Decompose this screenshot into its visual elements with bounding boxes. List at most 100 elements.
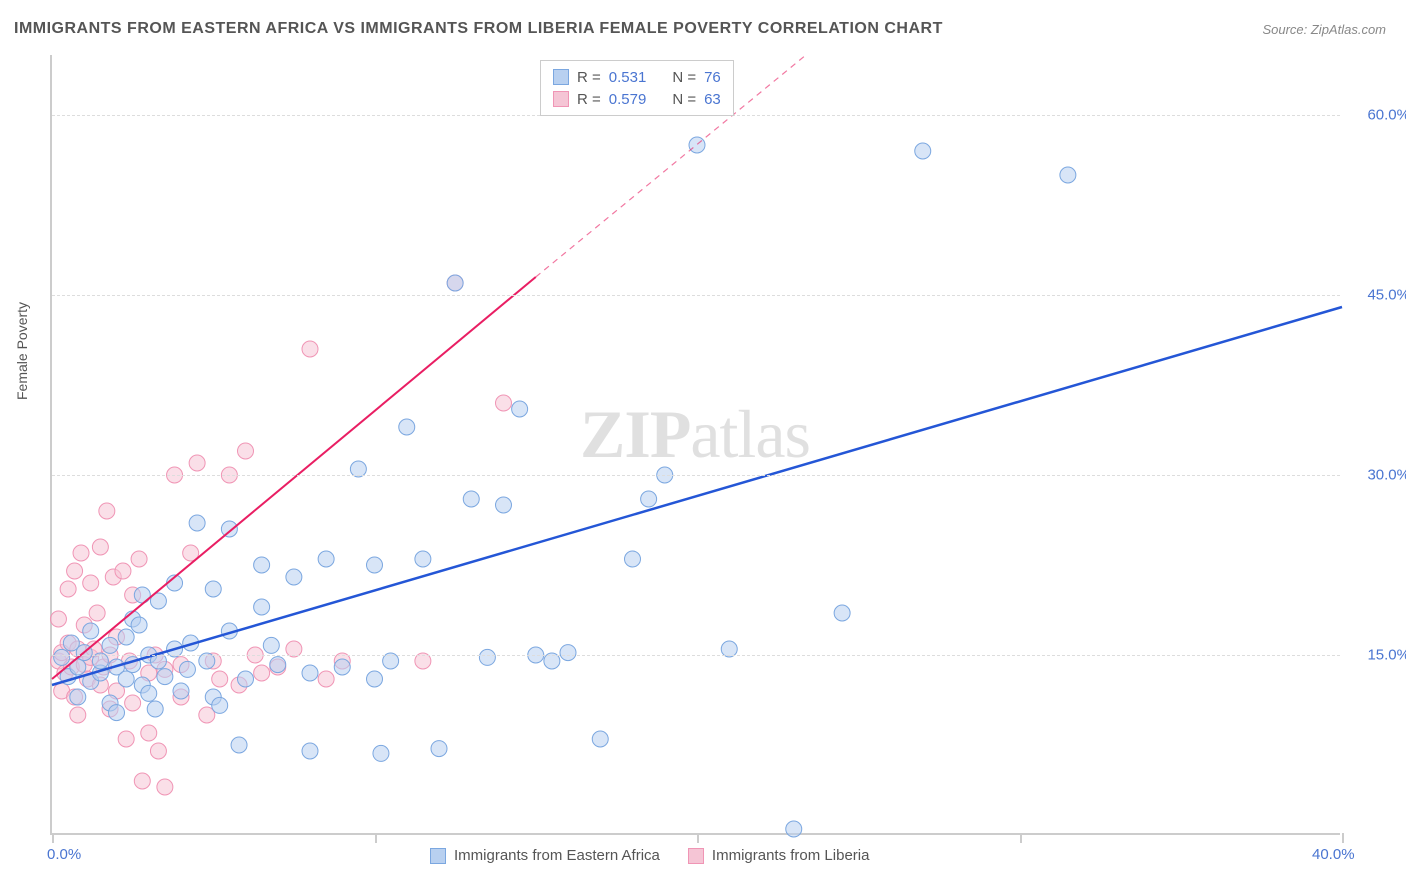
data-point	[92, 539, 108, 555]
data-point	[118, 671, 134, 687]
data-point	[221, 521, 237, 537]
x-tick	[1342, 833, 1344, 843]
data-point	[141, 685, 157, 701]
data-point	[415, 551, 431, 567]
data-point	[141, 725, 157, 741]
data-point	[447, 275, 463, 291]
x-tick-label: 0.0%	[47, 846, 81, 863]
r-value-1: 0.531	[609, 69, 647, 86]
data-point	[689, 137, 705, 153]
gridline	[52, 655, 1340, 656]
data-point	[373, 745, 389, 761]
x-tick	[52, 833, 54, 843]
data-point	[625, 551, 641, 567]
data-point	[102, 637, 118, 653]
legend-item-1: Immigrants from Eastern Africa	[430, 847, 660, 864]
data-point	[189, 455, 205, 471]
swatch-bottom-2	[688, 848, 704, 864]
data-point	[431, 741, 447, 757]
n-label-1: N =	[672, 69, 696, 86]
y-tick-label: 15.0%	[1350, 647, 1406, 664]
chart-title: IMMIGRANTS FROM EASTERN AFRICA VS IMMIGR…	[14, 20, 943, 38]
data-point	[173, 683, 189, 699]
x-tick	[697, 833, 699, 843]
data-point	[147, 701, 163, 717]
legend-item-2: Immigrants from Liberia	[688, 847, 870, 864]
swatch-series-2	[553, 91, 569, 107]
data-point	[334, 659, 350, 675]
data-point	[205, 581, 221, 597]
swatch-series-1	[553, 69, 569, 85]
y-tick-label: 45.0%	[1350, 287, 1406, 304]
data-point	[99, 503, 115, 519]
data-point	[131, 617, 147, 633]
r-label-2: R =	[577, 91, 601, 108]
data-point	[302, 743, 318, 759]
data-point	[231, 737, 247, 753]
data-point	[496, 395, 512, 411]
data-point	[512, 401, 528, 417]
legend-row-1: R = 0.531 N = 76	[553, 66, 721, 88]
data-point	[318, 671, 334, 687]
data-point	[73, 545, 89, 561]
series-legend: Immigrants from Eastern Africa Immigrant…	[430, 847, 869, 864]
data-point	[54, 649, 70, 665]
data-point	[479, 649, 495, 665]
watermark: ZIPatlas	[580, 395, 810, 474]
data-point	[318, 551, 334, 567]
data-point	[915, 143, 931, 159]
data-point	[131, 551, 147, 567]
data-point	[367, 671, 383, 687]
data-point	[302, 665, 318, 681]
gridline	[52, 295, 1340, 296]
data-point	[238, 443, 254, 459]
y-tick-label: 60.0%	[1350, 107, 1406, 124]
data-point	[1060, 167, 1076, 183]
watermark-bold: ZIP	[580, 396, 690, 472]
x-tick	[1020, 833, 1022, 843]
data-point	[118, 731, 134, 747]
data-point	[592, 731, 608, 747]
data-point	[496, 497, 512, 513]
trend-line-series-1	[52, 307, 1342, 685]
data-point	[254, 599, 270, 615]
data-point	[125, 695, 141, 711]
r-label-1: R =	[577, 69, 601, 86]
data-point	[254, 557, 270, 573]
data-point	[786, 821, 802, 837]
x-tick-label: 40.0%	[1312, 846, 1355, 863]
data-point	[70, 689, 86, 705]
swatch-bottom-1	[430, 848, 446, 864]
data-point	[118, 629, 134, 645]
correlation-legend: R = 0.531 N = 76 R = 0.579 N = 63	[540, 60, 734, 116]
n-value-2: 63	[704, 91, 721, 108]
data-point	[134, 773, 150, 789]
data-point	[179, 661, 195, 677]
data-point	[83, 575, 99, 591]
y-axis-label: Female Poverty	[14, 302, 30, 400]
data-point	[115, 563, 131, 579]
data-point	[189, 515, 205, 531]
data-point	[60, 581, 76, 597]
data-point	[263, 637, 279, 653]
n-label-2: N =	[672, 91, 696, 108]
data-point	[560, 645, 576, 661]
data-point	[399, 419, 415, 435]
data-point	[463, 491, 479, 507]
data-point	[238, 671, 254, 687]
data-point	[67, 563, 83, 579]
data-point	[212, 697, 228, 713]
legend-row-2: R = 0.579 N = 63	[553, 88, 721, 110]
data-point	[834, 605, 850, 621]
data-point	[212, 671, 228, 687]
data-point	[270, 657, 286, 673]
r-value-2: 0.579	[609, 91, 647, 108]
watermark-thin: atlas	[690, 396, 810, 472]
data-point	[286, 569, 302, 585]
data-point	[70, 707, 86, 723]
data-point	[89, 605, 105, 621]
data-point	[157, 779, 173, 795]
data-point	[367, 557, 383, 573]
data-point	[83, 623, 99, 639]
data-point	[302, 341, 318, 357]
